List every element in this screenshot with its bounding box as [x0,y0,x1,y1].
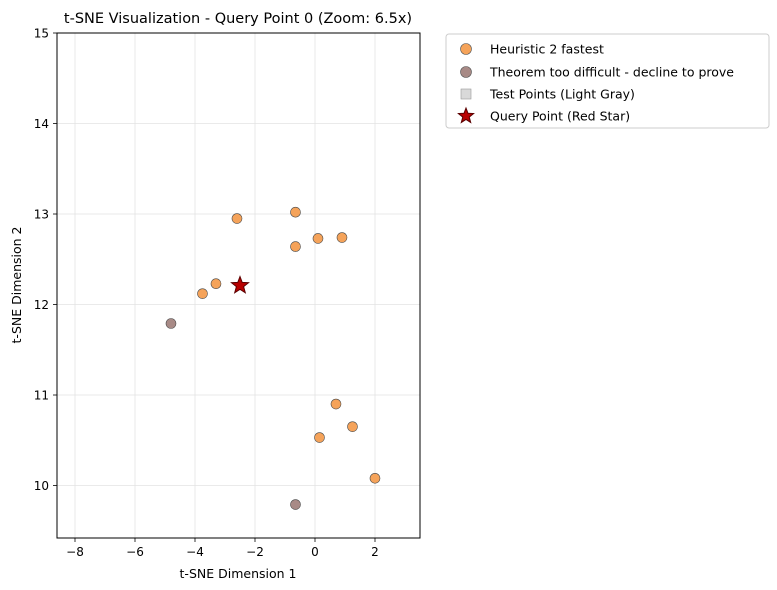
y-axis-ticks: 10 11 12 13 14 15 [34,27,57,493]
data-point-heuristic [336,232,348,243]
data-point-heuristic [290,241,301,252]
legend-marker-test-points [460,88,472,100]
y-tick-label: 10 [34,479,49,493]
legend-label-theorem: Theorem too difficult - decline to prove [489,65,734,80]
data-point-heuristic [330,398,342,410]
x-tick-label: 2 [371,545,379,559]
legend-marker-theorem [460,66,472,78]
legend-marker-query-point [457,106,475,124]
y-tick-label: 15 [34,27,49,41]
x-tick-label: −4 [186,545,204,559]
query-point-star [230,275,250,294]
y-axis-label: t-SNE Dimension 2 [9,227,24,344]
x-tick-label: 0 [311,545,319,559]
data-point-heuristic [290,206,301,218]
x-tick-label: −8 [66,545,84,559]
y-tick-label: 11 [34,389,49,403]
data-point-theorem [165,318,177,329]
legend-marker-heuristic [460,43,472,55]
legend-box [445,33,770,129]
legend-label-test-points: Test Points (Light Gray) [489,87,635,102]
y-tick-label: 12 [34,298,49,312]
y-tick-label: 14 [34,117,49,131]
x-tick-label: −6 [126,545,144,559]
data-point-heuristic [231,213,243,224]
x-tick-label: −2 [246,545,264,559]
data-point-heuristic [197,288,208,299]
data-point-heuristic [210,278,222,289]
data-point-heuristic [312,233,324,244]
legend-label-heuristic: Heuristic 2 fastest [490,42,604,57]
plot-area-frame [56,32,421,539]
x-axis-label: t-SNE Dimension 1 [180,566,297,581]
chart-title: t-SNE Visualization - Query Point 0 (Zoo… [64,11,412,27]
data-point-heuristic [314,432,325,443]
legend-label-query-point: Query Point (Red Star) [490,109,630,124]
legend: Heuristic 2 fastest Theorem too difficul… [445,33,770,129]
data-points [165,206,381,510]
data-point-heuristic [369,472,381,484]
data-point-theorem [290,499,301,510]
data-point-heuristic [347,421,358,432]
x-axis-ticks: −8 −6 −4 −2 0 2 [66,538,379,559]
y-tick-label: 13 [34,208,49,222]
